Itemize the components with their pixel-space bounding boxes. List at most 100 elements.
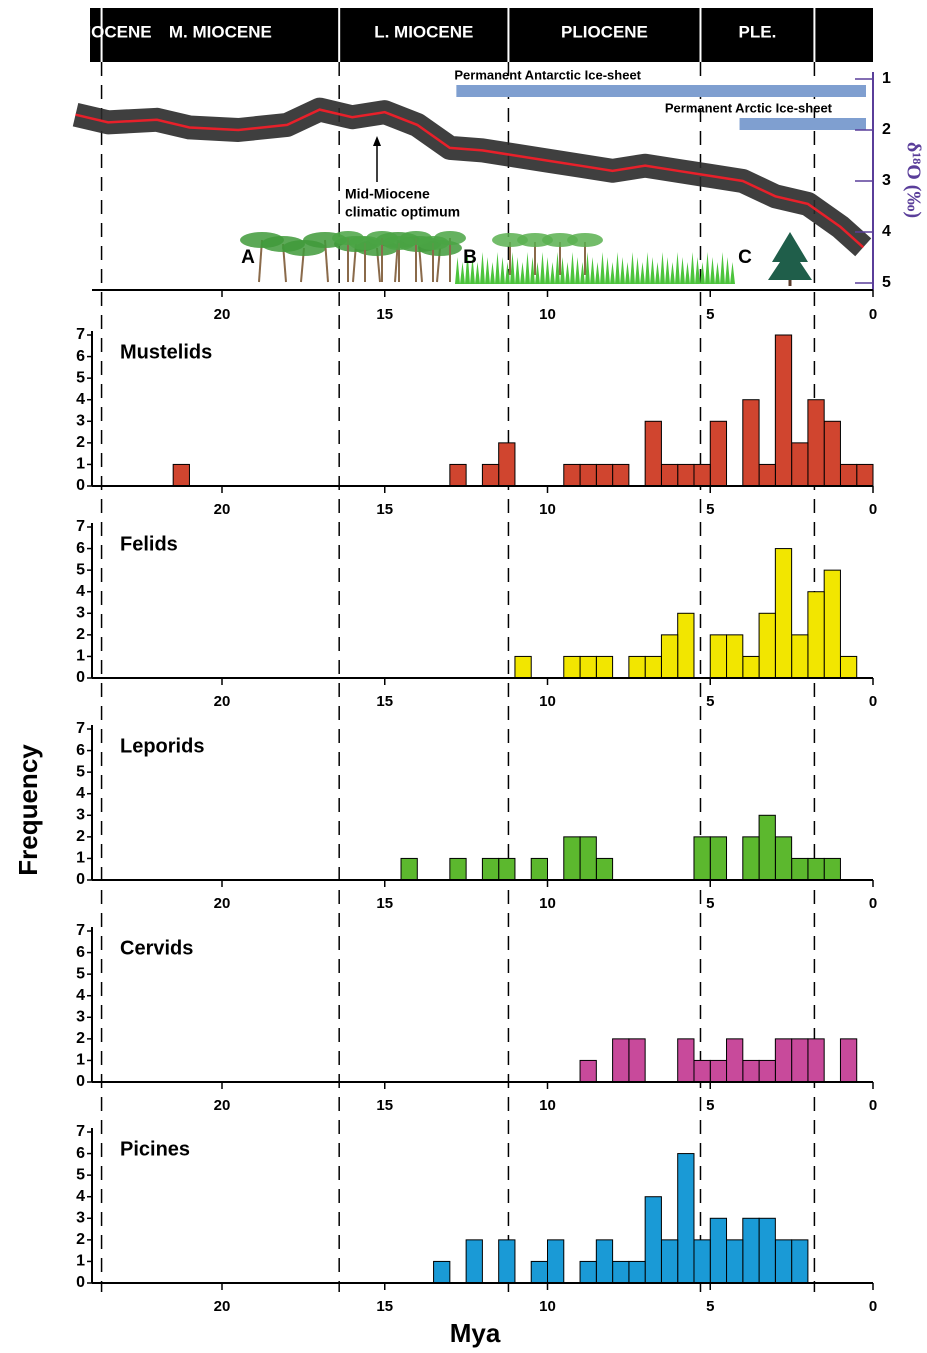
histogram-bar — [742, 1059, 760, 1083]
y-tick-label: 0 — [76, 477, 85, 494]
y-tick-label: 1 — [76, 1052, 85, 1069]
histogram-bar — [807, 399, 825, 487]
epoch-label: PLE. — [739, 22, 777, 41]
histogram-bar — [823, 420, 841, 487]
histogram-bar — [530, 857, 548, 881]
tree-crown — [492, 233, 528, 247]
vegetation-label: B — [463, 247, 477, 268]
x-tick-label: 20 — [214, 693, 231, 710]
x-tick-label: 0 — [869, 306, 877, 323]
y-tick-label: 6 — [76, 348, 85, 365]
annotation: Mid-Miocene — [345, 186, 430, 202]
histogram-bar — [660, 463, 679, 487]
histogram-bar — [758, 612, 776, 679]
histogram-bar — [579, 1059, 597, 1083]
histogram-bar — [856, 463, 874, 487]
histogram-bar — [807, 591, 825, 679]
histogram-bar — [498, 442, 516, 487]
histogram-bar — [791, 1038, 809, 1083]
histogram-bar — [563, 836, 581, 881]
epoch-label: L. MIOCENE — [374, 22, 473, 41]
histogram-bar — [774, 334, 793, 487]
histogram-bar — [660, 1239, 679, 1284]
histogram-bar — [791, 857, 809, 881]
y-tick-label: 4 — [76, 987, 85, 1004]
y2-axis-label: δ¹⁸O (‰) — [902, 142, 924, 218]
histogram-bar — [791, 1239, 809, 1284]
histogram-bar — [595, 1239, 614, 1284]
x-tick-label: 0 — [869, 501, 877, 518]
histogram-bar — [612, 1038, 630, 1083]
y-tick-label: 3 — [76, 605, 85, 622]
x-axis-label: Mya — [450, 1318, 501, 1348]
y-tick-label: 1 — [76, 850, 85, 867]
histogram-bar — [774, 836, 793, 881]
x-tick-label: 0 — [869, 693, 877, 710]
x-tick-label: 0 — [869, 895, 877, 912]
histogram-bar — [644, 1196, 662, 1284]
epoch-label: E. MIOCENE — [52, 22, 152, 41]
panel-title: Felids — [120, 533, 178, 555]
y-axis-label: Frequency — [13, 744, 43, 876]
histogram-bar — [758, 814, 776, 881]
x-tick-label: 5 — [706, 501, 714, 518]
y-tick-label: 7 — [76, 720, 85, 737]
x-tick-label: 20 — [214, 501, 231, 518]
vegetation — [240, 231, 812, 286]
histogram-bar — [644, 420, 662, 487]
x-tick-label: 5 — [706, 693, 714, 710]
x-tick-label: 5 — [706, 895, 714, 912]
histogram-bar — [807, 1038, 825, 1083]
histogram-bar — [709, 1217, 728, 1284]
histogram-bar — [726, 1038, 744, 1083]
y-tick-label: 1 — [76, 456, 85, 473]
histogram-bar — [644, 655, 662, 679]
histogram-bar — [514, 655, 532, 679]
y-tick-label: 2 — [76, 434, 85, 451]
x-tick-label: 10 — [539, 501, 556, 518]
y2-tick-label: 5 — [882, 274, 891, 291]
histogram-bar — [612, 463, 630, 487]
y-tick-label: 4 — [76, 1188, 85, 1205]
tree-crown — [567, 233, 603, 247]
histogram-bar — [709, 634, 728, 679]
x-tick-label: 10 — [539, 1298, 556, 1315]
histogram-bar — [693, 463, 711, 487]
x-tick-label: 20 — [214, 1097, 231, 1114]
x-tick-label: 5 — [706, 1097, 714, 1114]
ice-sheet-label: Permanent Antarctic Ice-sheet — [454, 67, 641, 82]
y-tick-label: 5 — [76, 965, 85, 982]
histogram-bar — [547, 1239, 565, 1284]
y-tick-label: 4 — [76, 785, 85, 802]
histogram-bar — [726, 1239, 744, 1284]
histogram-bar — [400, 857, 418, 881]
y-tick-label: 6 — [76, 742, 85, 759]
histogram-bar — [449, 857, 467, 881]
y-tick-label: 0 — [76, 669, 85, 686]
y-tick-label: 5 — [76, 369, 85, 386]
histogram-bar — [839, 1038, 858, 1083]
histogram-bar — [742, 655, 760, 679]
histogram-bar — [823, 569, 841, 679]
tree-crown — [517, 233, 553, 247]
vegetation-label: A — [241, 247, 255, 268]
x-tick-label: 20 — [214, 895, 231, 912]
y-tick-label: 6 — [76, 540, 85, 557]
histogram-bar — [628, 1038, 646, 1083]
y-tick-label: 1 — [76, 1253, 85, 1270]
y-tick-label: 7 — [76, 922, 85, 939]
x-tick-label: 10 — [539, 1097, 556, 1114]
panel-title: Cervids — [120, 937, 193, 959]
histogram-bar — [628, 655, 646, 679]
histogram-bar — [677, 463, 695, 487]
histogram-bar — [742, 1217, 760, 1284]
x-tick-label: 5 — [706, 1298, 714, 1315]
y2-tick-label: 4 — [882, 223, 891, 240]
histogram-bar — [807, 857, 825, 881]
y-tick-label: 6 — [76, 944, 85, 961]
x-tick-label: 15 — [376, 306, 393, 323]
y-tick-label: 7 — [76, 518, 85, 535]
x-tick-label: 15 — [376, 895, 393, 912]
x-tick-label: 20 — [214, 1298, 231, 1315]
data-band — [72, 97, 872, 257]
